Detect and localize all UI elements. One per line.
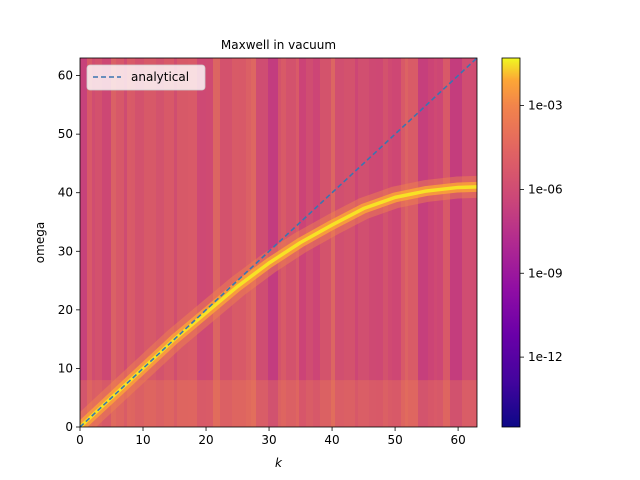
- heatmap-stripe: [135, 58, 144, 427]
- heatmap-stripe: [281, 58, 286, 427]
- y-tick-label-0: 0: [65, 420, 73, 434]
- y-tick-label-6: 60: [58, 69, 73, 83]
- y-tick-label-2: 20: [58, 303, 73, 317]
- legend-label-analytical: analytical: [131, 70, 189, 84]
- colorbar-ticks: 1e-03 1e-06 1e-09 1e-12: [520, 99, 563, 364]
- heatmap-stripe: [405, 58, 408, 427]
- heatmap-stripe: [116, 58, 124, 427]
- x-axis-label: k: [275, 456, 283, 470]
- heatmap-stripe: [369, 58, 376, 427]
- heatmap-stripe: [268, 58, 278, 427]
- heatmap-stripe: [331, 58, 335, 427]
- heatmap-stripe: [131, 58, 135, 427]
- colorbar-tick-label-0: 1e-03: [528, 99, 563, 113]
- heatmap-stripe: [164, 58, 174, 427]
- heatmap-low-band: [80, 380, 477, 427]
- series-layer: [80, 58, 477, 427]
- x-tick-label-3: 30: [261, 433, 276, 447]
- legend: analytical: [86, 64, 206, 91]
- heatmap-stripe: [111, 58, 116, 427]
- heatmap-stripe: [388, 58, 392, 427]
- ridge-core: [80, 185, 477, 427]
- heatmap-stripe: [80, 58, 87, 427]
- y-axis-label: omega: [33, 222, 47, 263]
- heatmap-stripe: [358, 58, 369, 427]
- heatmap-stripe: [87, 58, 92, 427]
- heatmap-stripe: [401, 58, 405, 427]
- y-axis-ticks: 0 10 20 30 40 50 60: [58, 69, 80, 434]
- heatmap-stripe: [188, 58, 197, 427]
- heatmap-stripe: [124, 58, 127, 427]
- heatmap-stripe: [177, 58, 188, 427]
- colorbar-bar: [501, 57, 521, 428]
- heatmap-stripe: [376, 58, 383, 427]
- x-tick-label-0: 0: [76, 433, 84, 447]
- x-tick-label-4: 40: [324, 433, 339, 447]
- heatmap-stripe: [278, 58, 281, 427]
- heatmap-stripe: [320, 58, 331, 427]
- plot-frame: [79, 57, 478, 428]
- colorbar-tick-label-2: 1e-09: [528, 266, 563, 280]
- heatmap-stripe: [437, 58, 443, 427]
- heatmap-stripe: [408, 58, 418, 427]
- x-tick-label-1: 10: [135, 433, 150, 447]
- x-tick-label-2: 20: [198, 433, 213, 447]
- y-tick-label-4: 40: [58, 186, 73, 200]
- heatmap-stripe: [95, 58, 102, 427]
- y-tick-label-5: 50: [58, 127, 73, 141]
- heatmap-stripe: [246, 58, 251, 427]
- heatmap-stripe: [466, 58, 473, 427]
- x-tick-label-5: 50: [387, 433, 402, 447]
- heatmap-stripe: [355, 58, 358, 427]
- chart-title: Maxwell in vacuum: [221, 38, 336, 52]
- heatmap-stripe: [197, 58, 206, 427]
- heatmap-stripe: [256, 58, 268, 427]
- heatmap-stripe: [434, 58, 437, 427]
- legend-box: [86, 64, 206, 91]
- heatmap-stripe: [418, 58, 428, 427]
- heatmap-stripe: [144, 58, 156, 427]
- heatmap-stripe: [313, 58, 320, 427]
- heatmap-stripe: [286, 58, 296, 427]
- heatmap-stripe: [206, 58, 213, 427]
- heatmap-stripe: [428, 58, 434, 427]
- heatmap-stripe: [92, 58, 95, 427]
- colorbar-tick-label-3: 1e-12: [528, 350, 563, 364]
- colorbar-tick-label-1: 1e-06: [528, 182, 563, 196]
- heatmap-stripe: [102, 58, 111, 427]
- heatmap-stripe: [383, 58, 388, 427]
- heatmap-stripe: [156, 58, 164, 427]
- heatmap-stripe: [213, 58, 220, 427]
- heatmap-stripe: [127, 58, 131, 427]
- colorbar: 1e-03 1e-06 1e-09 1e-12: [501, 57, 563, 428]
- heatmap-stripe: [344, 58, 355, 427]
- heatmap-stripe: [239, 58, 246, 427]
- y-tick-label-1: 10: [58, 361, 73, 375]
- heatmap-stripe: [450, 58, 462, 427]
- heatmap-stripe: [443, 58, 450, 427]
- series-analytical-line: [80, 58, 477, 427]
- heatmap-stripe: [232, 58, 239, 427]
- heatmap-stripe: [462, 58, 466, 427]
- heatmap-stripe: [392, 58, 401, 427]
- x-axis-ticks: 0 10 20 30 40 50 60: [76, 427, 466, 447]
- heatmap-stripe: [220, 58, 232, 427]
- dispersion-ridge: [80, 175, 477, 427]
- heatmap-stripe: [473, 58, 477, 427]
- heatmap-stripe: [251, 58, 256, 427]
- y-tick-label-3: 30: [58, 244, 73, 258]
- heatmap-stripe: [174, 58, 177, 427]
- x-tick-label-6: 60: [450, 433, 465, 447]
- heatmap-stripe: [335, 58, 344, 427]
